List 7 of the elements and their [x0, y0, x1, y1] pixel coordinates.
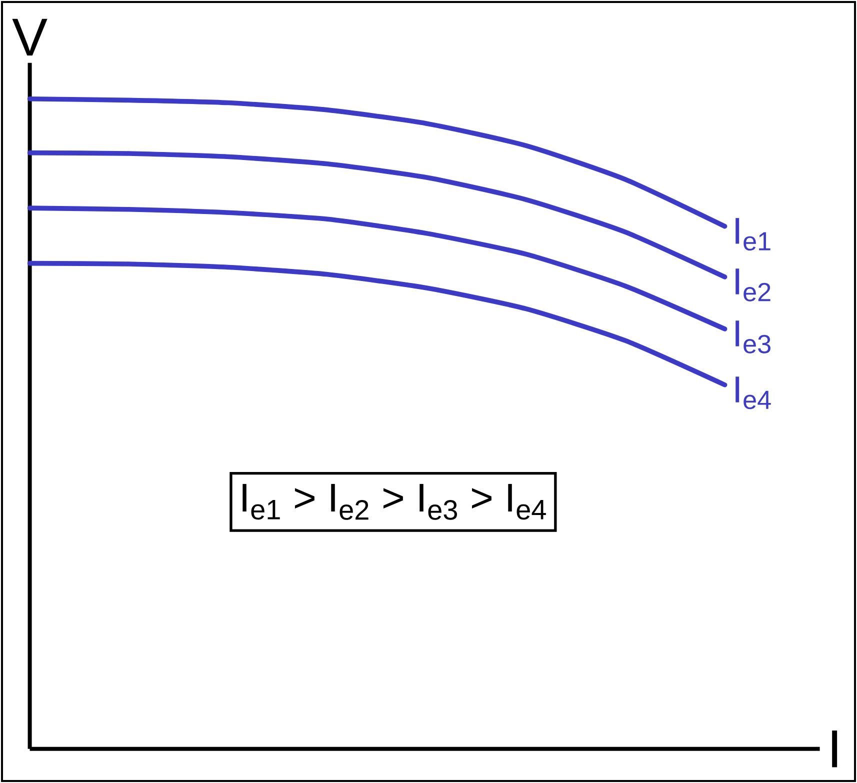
x-axis-title: I — [832, 730, 838, 768]
annotation: I$_{e1}$ > I$_{e2}$ > I$_{e3}$ > I$_{e4}$ — [242, 484, 546, 520]
y-axis-title: V — [12, 18, 48, 56]
series-label: I$_{e1}$ — [736, 218, 770, 251]
series-label: I$_{e3}$ — [736, 320, 770, 354]
series-label: I$_{e4}$ — [736, 376, 771, 410]
series-label: I$_{e2}$ — [736, 268, 770, 302]
